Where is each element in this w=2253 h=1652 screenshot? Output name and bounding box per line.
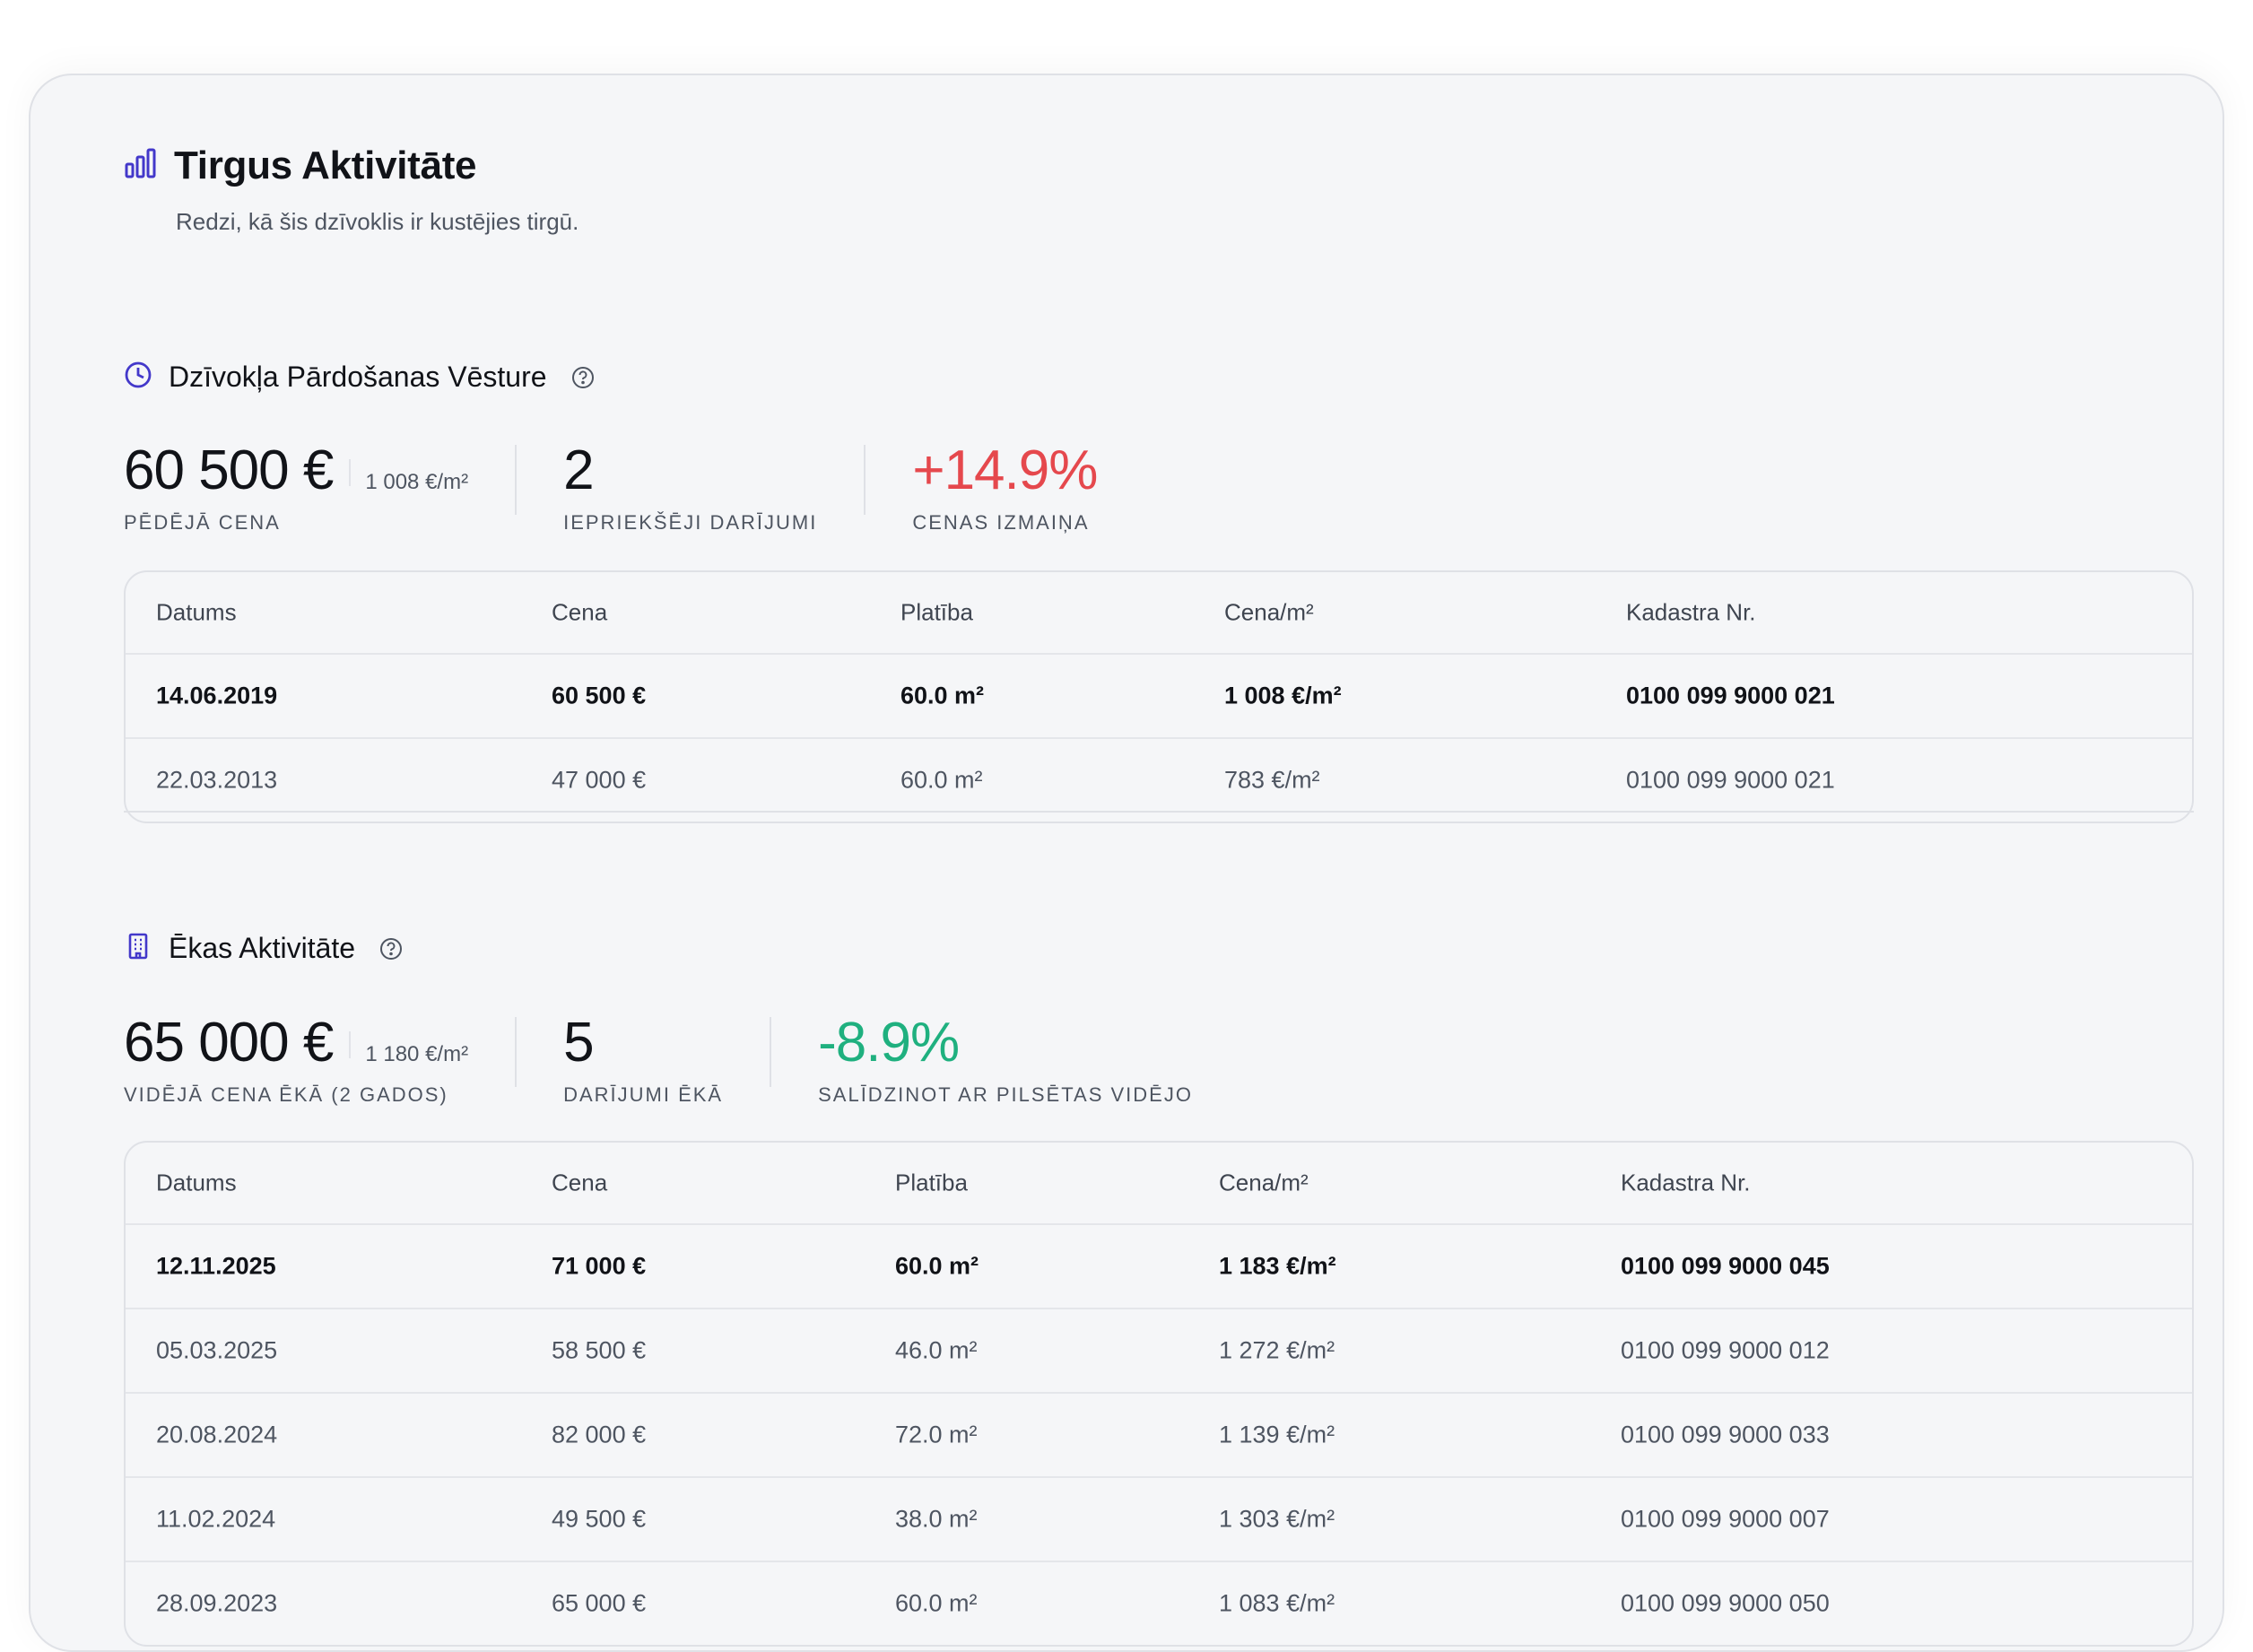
area-cell: 60.0 m²: [895, 1252, 979, 1280]
price-per-sqm-cell: 1 272 €/m²: [1219, 1336, 1335, 1364]
help-circle-icon[interactable]: [378, 936, 404, 961]
column-header: Platība: [900, 598, 973, 626]
city-compare-label: SALĪDZINOT AR PILSĒTAS VIDĒJO: [818, 1083, 1193, 1106]
building-activity-table: Datums Cena Platība Cena/m² Kadastra Nr.…: [124, 1141, 2194, 1647]
prev-deals-value: 2: [563, 439, 594, 501]
avg-price-per-sqm: 1 180 €/m²: [349, 1031, 469, 1066]
prev-deals-label: IEPRIEKŠĒJI DARĪJUMI: [563, 511, 818, 534]
cadastre-cell: 0100 099 9000 050: [1621, 1589, 1830, 1617]
building-deals-stat: 5 DARĪJUMI ĒKĀ: [563, 1015, 723, 1107]
price-cell: 71 000 €: [552, 1252, 647, 1280]
date-cell: 28.09.2023: [156, 1589, 278, 1617]
city-compare-stat: -8.9% SALĪDZINOT AR PILSĒTAS VIDĒJO: [818, 1015, 1193, 1107]
city-compare-value: -8.9%: [818, 1012, 960, 1074]
table-row[interactable]: 20.08.2024 82 000 € 72.0 m² 1 139 €/m² 0…: [126, 1392, 2192, 1476]
section-divider: [124, 811, 2194, 813]
column-header: Cena: [552, 598, 608, 626]
area-cell: 60.0 m²: [900, 766, 983, 794]
prev-deals-stat: 2 IEPRIEKŠĒJI DARĪJUMI: [563, 443, 817, 535]
price-cell: 65 000 €: [552, 1589, 647, 1617]
price-per-sqm-cell: 1 303 €/m²: [1219, 1505, 1335, 1533]
header: Tirgus Aktivitāte: [124, 143, 477, 188]
last-price-label: PĒDĒJĀ CENA: [124, 511, 281, 534]
price-per-sqm-cell: 1 139 €/m²: [1219, 1421, 1335, 1448]
building-icon: [124, 932, 152, 965]
cadastre-cell: 0100 099 9000 012: [1621, 1336, 1830, 1364]
cadastre-cell: 0100 099 9000 033: [1621, 1421, 1830, 1448]
last-price-per-sqm: 1 008 €/m²: [349, 459, 469, 494]
table-header-row: Datums Cena Platība Cena/m² Kadastra Nr.: [126, 572, 2192, 653]
price-change-stat: +14.9% CENAS IZMAIŅA: [912, 439, 1098, 535]
table-row[interactable]: 11.02.2024 49 500 € 38.0 m² 1 303 €/m² 0…: [126, 1476, 2192, 1561]
sales-history-table: Datums Cena Platība Cena/m² Kadastra Nr.…: [124, 570, 2194, 823]
area-cell: 60.0 m²: [895, 1589, 978, 1617]
column-header: Cena/m²: [1219, 1169, 1309, 1196]
price-cell: 49 500 €: [552, 1505, 647, 1533]
avg-price-value: 65 000 €: [124, 1012, 334, 1074]
building-deals-value: 5: [563, 1012, 594, 1074]
price-per-sqm-cell: 1 008 €/m²: [1224, 682, 1342, 709]
market-activity-card: Tirgus Aktivitāte Redzi, kā šis dzīvokli…: [29, 74, 2224, 1652]
clock-icon: [124, 361, 152, 394]
building-activity-title: Ēkas Aktivitāte: [169, 932, 356, 964]
price-per-sqm-cell: 783 €/m²: [1224, 766, 1320, 794]
cadastre-cell: 0100 099 9000 021: [1626, 682, 1835, 709]
building-activity-stats: 65 000 € 1 180 €/m² VIDĒJĀ CENA ĒKĀ (2 G…: [124, 1015, 1193, 1107]
stat-divider: [515, 445, 518, 515]
stat-divider: [515, 1017, 518, 1087]
area-cell: 46.0 m²: [895, 1336, 978, 1364]
column-header: Platība: [895, 1169, 968, 1196]
sales-history-stats: 60 500 € 1 008 €/m² PĒDĒJĀ CENA 2 IEPRIE…: [124, 439, 1098, 535]
area-cell: 38.0 m²: [895, 1505, 978, 1533]
help-circle-icon[interactable]: [570, 365, 596, 390]
date-cell: 11.02.2024: [156, 1505, 276, 1533]
column-header: Kadastra Nr.: [1626, 598, 1756, 626]
column-header: Datums: [156, 1169, 237, 1196]
date-cell: 22.03.2013: [156, 766, 278, 794]
cadastre-cell: 0100 099 9000 007: [1621, 1505, 1830, 1533]
building-deals-label: DARĪJUMI ĒKĀ: [563, 1083, 724, 1106]
column-header: Kadastra Nr.: [1621, 1169, 1751, 1196]
date-cell: 05.03.2025: [156, 1336, 278, 1364]
building-activity-heading: Ēkas Aktivitāte: [124, 932, 404, 965]
price-change-value: +14.9%: [912, 439, 1098, 501]
cadastre-cell: 0100 099 9000 021: [1626, 766, 1835, 794]
stat-divider: [770, 1017, 772, 1087]
table-row[interactable]: 14.06.2019 60 500 € 60.0 m² 1 008 €/m² 0…: [126, 653, 2192, 737]
bar-chart-icon: [124, 148, 158, 185]
column-header: Cena/m²: [1224, 598, 1314, 626]
table-row[interactable]: 05.03.2025 58 500 € 46.0 m² 1 272 €/m² 0…: [126, 1308, 2192, 1392]
column-header: Cena: [552, 1169, 608, 1196]
avg-price-stat: 65 000 € 1 180 €/m² VIDĒJĀ CENA ĒKĀ (2 G…: [124, 1015, 468, 1107]
price-change-label: CENAS IZMAIŅA: [912, 511, 1090, 534]
date-cell: 14.06.2019: [156, 682, 278, 709]
table-row[interactable]: 22.03.2013 47 000 € 60.0 m² 783 €/m² 010…: [126, 737, 2192, 822]
table-row[interactable]: 12.11.2025 71 000 € 60.0 m² 1 183 €/m² 0…: [126, 1223, 2192, 1308]
cadastre-cell: 0100 099 9000 045: [1621, 1252, 1830, 1280]
price-cell: 58 500 €: [552, 1336, 647, 1364]
stat-divider: [864, 445, 866, 515]
page-title: Tirgus Aktivitāte: [174, 143, 477, 187]
area-cell: 72.0 m²: [895, 1421, 978, 1448]
price-cell: 82 000 €: [552, 1421, 647, 1448]
price-cell: 47 000 €: [552, 766, 647, 794]
avg-price-label: VIDĒJĀ CENA ĒKĀ (2 GADOS): [124, 1083, 448, 1106]
last-price-value: 60 500 €: [124, 439, 334, 501]
table-row[interactable]: 28.09.2023 65 000 € 60.0 m² 1 083 €/m² 0…: [126, 1561, 2192, 1645]
area-cell: 60.0 m²: [900, 682, 985, 709]
table-header-row: Datums Cena Platība Cena/m² Kadastra Nr.: [126, 1143, 2192, 1223]
last-price-stat: 60 500 € 1 008 €/m² PĒDĒJĀ CENA: [124, 443, 468, 535]
date-cell: 12.11.2025: [156, 1252, 276, 1280]
page-subtitle: Redzi, kā šis dzīvoklis ir kustējies tir…: [176, 208, 579, 235]
column-header: Datums: [156, 598, 237, 626]
price-per-sqm-cell: 1 083 €/m²: [1219, 1589, 1335, 1617]
sales-history-title: Dzīvokļa Pārdošanas Vēsture: [169, 361, 547, 393]
price-per-sqm-cell: 1 183 €/m²: [1219, 1252, 1336, 1280]
date-cell: 20.08.2024: [156, 1421, 278, 1448]
sales-history-heading: Dzīvokļa Pārdošanas Vēsture: [124, 361, 596, 394]
price-cell: 60 500 €: [552, 682, 647, 709]
